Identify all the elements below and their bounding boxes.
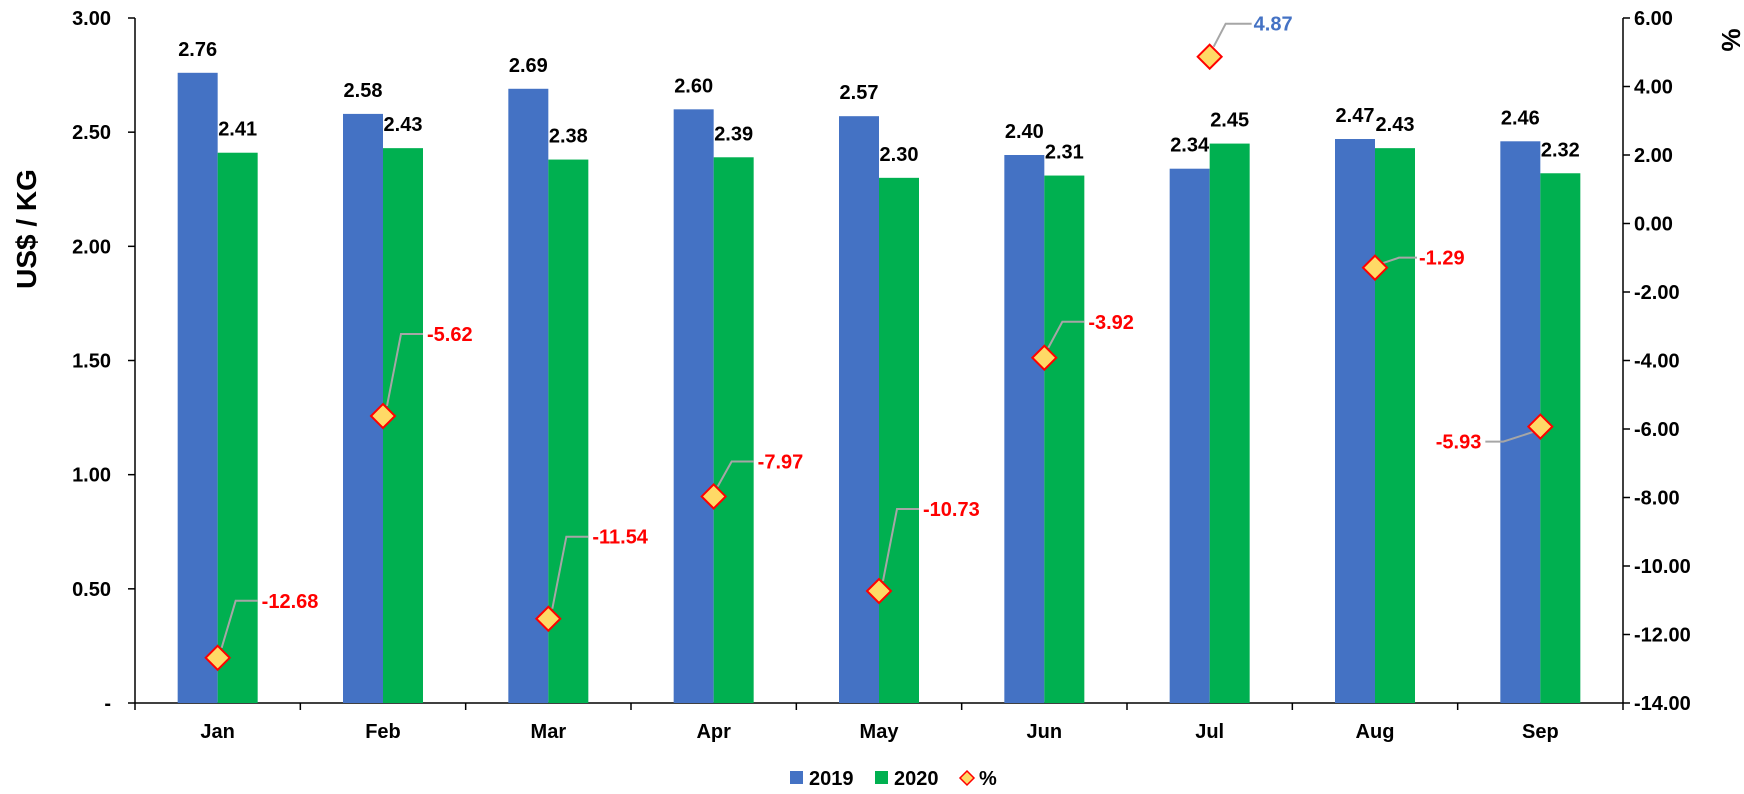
bar-2019-data-label: 2.69 bbox=[509, 55, 548, 77]
bar-2019 bbox=[1170, 169, 1210, 703]
left-tick-label: 2.50 bbox=[72, 122, 111, 144]
bar-2019-data-label: 2.58 bbox=[344, 80, 383, 102]
bar-2019-data-label: 2.76 bbox=[178, 39, 217, 61]
legend-swatch-2020 bbox=[875, 771, 888, 784]
y-axis-right-title: % bbox=[1716, 28, 1744, 51]
legend-label-pct: % bbox=[979, 768, 997, 790]
bar-2019-data-label: 2.46 bbox=[1501, 107, 1540, 129]
x-tick-label: Jul bbox=[1195, 721, 1224, 743]
y-axis-title: US$ / KG bbox=[11, 169, 42, 289]
bar-2019 bbox=[508, 89, 548, 703]
bar-2019 bbox=[1004, 155, 1044, 703]
pct-leader-line bbox=[1214, 24, 1252, 47]
right-tick-label: 6.00 bbox=[1634, 8, 1673, 30]
right-tick-label: -12.00 bbox=[1634, 625, 1691, 647]
pct-data-label: -3.92 bbox=[1088, 312, 1134, 334]
x-tick-label: Jan bbox=[200, 721, 234, 743]
bar-2019 bbox=[178, 73, 218, 703]
legend-swatch-pct bbox=[960, 771, 974, 785]
right-tick-label: -14.00 bbox=[1634, 693, 1691, 715]
bar-2020 bbox=[1044, 176, 1084, 703]
bar-2020 bbox=[1540, 173, 1580, 703]
left-tick-label: - bbox=[104, 693, 111, 715]
pct-diamond-marker bbox=[1198, 45, 1222, 69]
bar-2020-data-label: 2.43 bbox=[384, 114, 423, 136]
bar-2020-data-label: 2.45 bbox=[1210, 110, 1249, 132]
right-tick-label: 0.00 bbox=[1634, 214, 1673, 236]
left-tick-label: 2.00 bbox=[72, 236, 111, 258]
left-tick-label: 1.50 bbox=[72, 351, 111, 373]
bar-2020 bbox=[1375, 148, 1415, 703]
right-tick-label: 2.00 bbox=[1634, 145, 1673, 167]
right-tick-label: -4.00 bbox=[1634, 351, 1680, 373]
pct-data-label: 4.87 bbox=[1254, 14, 1293, 36]
bar-2019-data-label: 2.60 bbox=[674, 75, 713, 97]
x-tick-label: Mar bbox=[531, 721, 567, 743]
bar-2020 bbox=[218, 153, 258, 703]
bar-2020 bbox=[879, 178, 919, 703]
pct-data-label: -12.68 bbox=[262, 591, 319, 613]
bar-2019 bbox=[1335, 139, 1375, 703]
pct-data-label: -5.62 bbox=[427, 324, 473, 346]
bar-2020-data-label: 2.32 bbox=[1541, 139, 1580, 161]
right-tick-label: -6.00 bbox=[1634, 419, 1680, 441]
x-tick-label: May bbox=[860, 721, 900, 743]
bar-2020 bbox=[1210, 144, 1250, 703]
bar-2020-data-label: 2.41 bbox=[218, 119, 257, 141]
bar-2020-data-label: 2.43 bbox=[1376, 114, 1415, 136]
bar-2020 bbox=[714, 157, 754, 703]
left-tick-label: 1.00 bbox=[72, 465, 111, 487]
bar-2019 bbox=[839, 116, 879, 703]
right-tick-label: -2.00 bbox=[1634, 282, 1680, 304]
bar-2019-data-label: 2.34 bbox=[1170, 135, 1210, 157]
bar-2019-data-label: 2.40 bbox=[1005, 121, 1044, 143]
bar-2020 bbox=[383, 148, 423, 703]
right-tick-label: 4.00 bbox=[1634, 77, 1673, 99]
x-tick-label: Feb bbox=[365, 721, 401, 743]
bar-2019-data-label: 2.57 bbox=[840, 82, 879, 104]
left-tick-label: 3.00 bbox=[72, 8, 111, 30]
bar-2020-data-label: 2.38 bbox=[549, 126, 588, 148]
bar-2020-data-label: 2.30 bbox=[880, 144, 919, 166]
bar-2019-data-label: 2.47 bbox=[1336, 105, 1375, 127]
pct-data-label: -1.29 bbox=[1419, 248, 1465, 270]
bar-2019 bbox=[674, 109, 714, 703]
x-tick-label: Jun bbox=[1027, 721, 1063, 743]
x-tick-label: Apr bbox=[696, 721, 731, 743]
legend-label-2020: 2020 bbox=[894, 768, 939, 790]
bar-2019 bbox=[343, 114, 383, 703]
right-tick-label: -10.00 bbox=[1634, 556, 1691, 578]
right-tick-label: -8.00 bbox=[1634, 488, 1680, 510]
bar-2020-data-label: 2.31 bbox=[1045, 142, 1084, 164]
x-tick-label: Aug bbox=[1356, 721, 1395, 743]
legend-swatch-2019 bbox=[790, 771, 803, 784]
pct-data-label: -5.93 bbox=[1436, 432, 1482, 454]
legend-label-2019: 2019 bbox=[809, 768, 854, 790]
pct-data-label: -10.73 bbox=[923, 499, 980, 521]
pct-data-label: -7.97 bbox=[758, 451, 804, 473]
bar-2020-data-label: 2.39 bbox=[714, 123, 753, 145]
pct-data-label: -11.54 bbox=[592, 527, 648, 549]
left-tick-label: 0.50 bbox=[72, 579, 111, 601]
x-tick-label: Sep bbox=[1522, 721, 1559, 743]
